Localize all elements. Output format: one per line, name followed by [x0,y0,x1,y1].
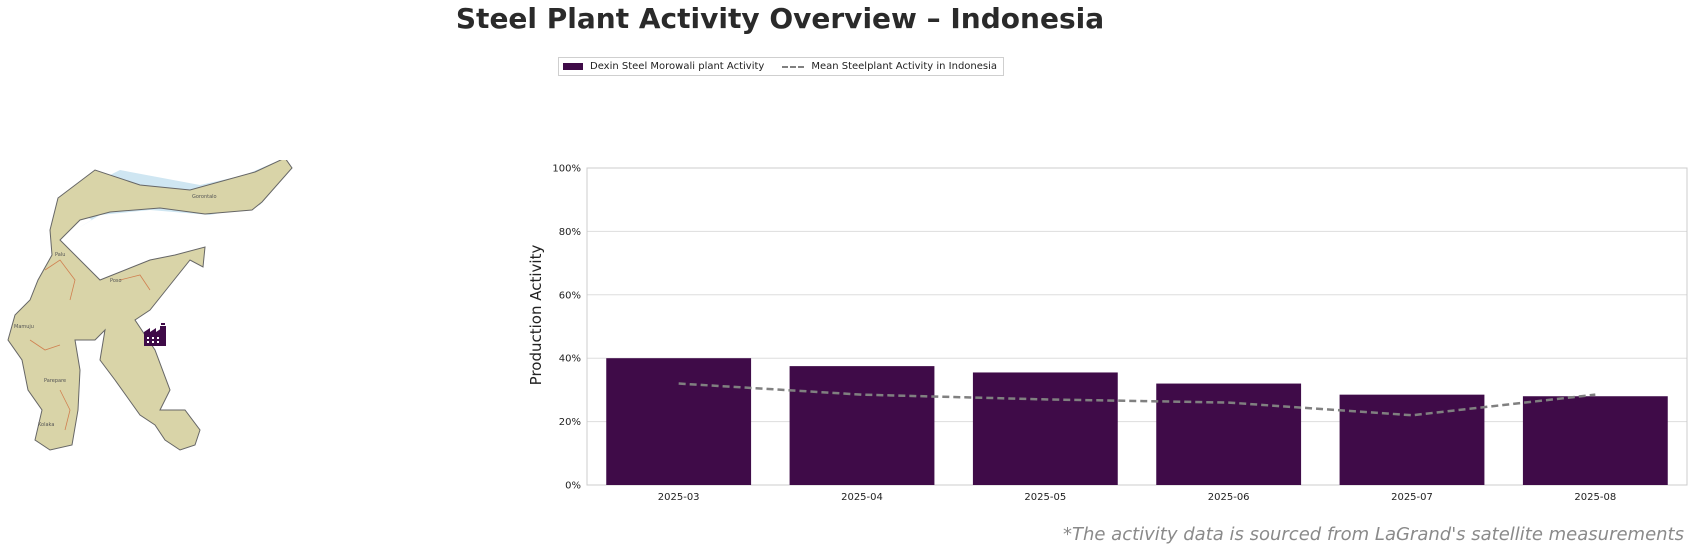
bar-chart: 0% 20% 40% 60% 80% 100% 2025-03 2025-04 2025-05… [527,164,1688,500]
factory-icon [144,323,166,346]
y-tick-label: 80% [559,227,581,238]
map-land [7,160,293,451]
map-label-gorontalo: Gorontalo [192,194,217,200]
map-label-mamuju: Mamuju [14,324,34,330]
legend-line-swatch [782,65,805,68]
x-tick-label: 2025-05 [1024,492,1066,500]
mean-line [678,382,1596,417]
legend-item-line: Mean Steelplant Activity in Indonesia [782,61,997,72]
legend-bar-swatch [563,63,583,70]
map-label-poso: Poso [110,278,122,284]
y-axis-label: Production Activity [527,245,545,386]
chart-title: Steel Plant Activity Overview – Indonesi… [455,2,1105,35]
y-tick-label: 40% [559,354,581,365]
y-tick-label: 20% [559,417,581,428]
x-tick-label: 2025-04 [841,492,883,500]
legend-bar-label: Dexin Steel Morowali plant Activity [590,61,765,72]
map-label-palu: Palu [55,252,65,258]
grid [586,167,1688,486]
x-tick-label: 2025-08 [1574,492,1616,500]
bars [606,358,1668,485]
region-map: Gorontalo Palu Mamuju Poso Parepare Kola… [7,160,293,451]
footnote: *The activity data is sourced from LaGra… [1062,524,1684,545]
legend: Dexin Steel Morowali plant Activity Mean… [558,57,1005,76]
legend-item-bar: Dexin Steel Morowali plant Activity [563,61,764,72]
x-tick-label: 2025-03 [658,492,700,500]
map-label-kolaka: Kolaka [38,422,54,428]
plot-frame [586,167,1688,486]
x-tick-label: 2025-06 [1208,492,1250,500]
y-tick-label: 60% [559,290,581,301]
map-label-parepare: Parepare [44,378,66,384]
y-tick-label: 0% [565,481,581,492]
bar [972,372,1118,485]
x-tick-label: 2025-07 [1391,492,1433,500]
bar [1156,383,1302,485]
y-tick-label: 100% [552,164,581,175]
bar [789,366,935,485]
mean-line-path [678,382,1596,417]
bar [606,358,752,485]
bar [1339,394,1485,485]
map-coastline [29,259,151,431]
legend-line-label: Mean Steelplant Activity in Indonesia [811,61,998,72]
y-ticks: 0% 20% 40% 60% 80% 100% [552,164,581,492]
bar [1522,396,1668,485]
x-ticks: 2025-03 2025-04 2025-05 2025-06 2025-07 2025-… [658,492,1616,500]
